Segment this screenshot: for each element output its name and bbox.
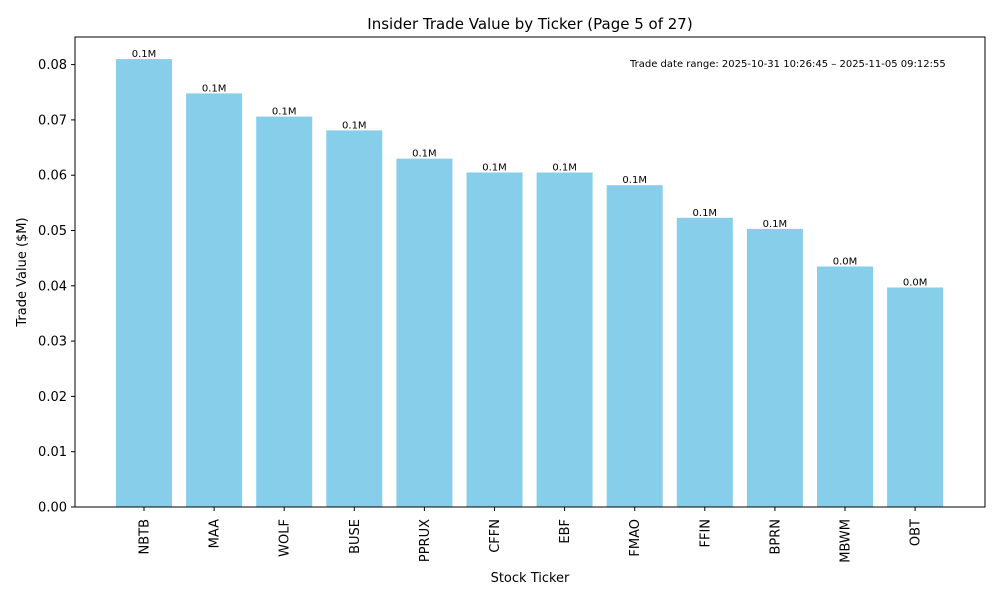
bar-pprux: [396, 158, 453, 507]
bar-cffn: [466, 172, 523, 507]
y-tick-label: 0.07: [38, 113, 67, 128]
data-label-mbwm: 0.0M: [833, 257, 858, 268]
trade-date-range-annotation: Trade date range: 2025-10-31 10:26:45 – …: [629, 59, 946, 70]
y-tick-label: 0.01: [38, 445, 67, 460]
x-tick-label-ebf: EBF: [558, 519, 573, 544]
bar-maa: [186, 93, 243, 508]
x-axis: NBTB MAA WOLF BUSE PPRUX CFFN EBF FMAO FFIN BPRN M…: [138, 507, 924, 563]
y-tick-label: 0.00: [38, 501, 67, 516]
bar-ffin: [676, 217, 733, 508]
y-tick-label: 0.04: [38, 279, 67, 294]
y-tick-label: 0.06: [38, 169, 67, 184]
x-tick-label-pprux: PPRUX: [418, 519, 433, 562]
data-label-fmao: 0.1M: [622, 175, 647, 186]
x-tick-label-maa: MAA: [208, 519, 223, 548]
bar-obt: [887, 287, 944, 507]
y-tick-label: 0.02: [38, 390, 67, 405]
x-tick-label-cffn: CFFN: [488, 519, 503, 553]
bar-bprn: [746, 228, 803, 507]
chart-title: Insider Trade Value by Ticker (Page 5 of…: [367, 15, 692, 33]
bar-fmao: [606, 185, 663, 507]
y-tick-label: 0.03: [38, 335, 67, 350]
data-label-ffin: 0.1M: [693, 208, 718, 219]
plot-frame: [74, 36, 986, 508]
data-label-maa: 0.1M: [202, 83, 227, 94]
x-tick-label-fmao: FMAO: [628, 519, 643, 557]
y-tick-label: 0.08: [38, 58, 67, 73]
y-axis: 0.00 0.01 0.02 0.03 0.04 0.05 0.06 0.07 0.08: [38, 58, 75, 516]
x-axis-label: Stock Ticker: [491, 571, 570, 586]
x-tick-label-buse: BUSE: [348, 519, 363, 554]
x-tick-label-ffin: FFIN: [698, 519, 713, 548]
data-label-wolf: 0.1M: [272, 107, 297, 118]
bar-mbwm: [817, 266, 873, 507]
y-tick-label: 0.05: [38, 224, 67, 239]
bar-ebf: [536, 172, 593, 507]
y-axis-label: Trade Value ($M): [15, 217, 30, 327]
bar-nbtb: [116, 59, 172, 507]
x-tick-label-bprn: BPRN: [768, 519, 783, 555]
data-label-cffn: 0.1M: [482, 163, 507, 174]
data-label-obt: 0.0M: [903, 278, 928, 289]
data-label-ebf: 0.1M: [552, 163, 577, 174]
x-tick-label-nbtb: NBTB: [138, 519, 153, 555]
x-tick-label-mbwm: MBWM: [839, 519, 854, 563]
data-label-buse: 0.1M: [342, 120, 367, 131]
bars-group: [116, 59, 944, 508]
data-label-nbtb: 0.1M: [132, 49, 157, 60]
data-labels-group: 0.1M 0.1M 0.1M 0.1M 0.1M 0.1M 0.1M 0.1M 0.1M 0.1M…: [132, 49, 928, 288]
bar-wolf: [256, 116, 313, 507]
bar-buse: [326, 130, 383, 507]
data-label-pprux: 0.1M: [412, 149, 437, 160]
data-label-bprn: 0.1M: [763, 219, 788, 230]
x-tick-label-obt: OBT: [909, 519, 924, 546]
x-tick-label-wolf: WOLF: [278, 519, 293, 557]
